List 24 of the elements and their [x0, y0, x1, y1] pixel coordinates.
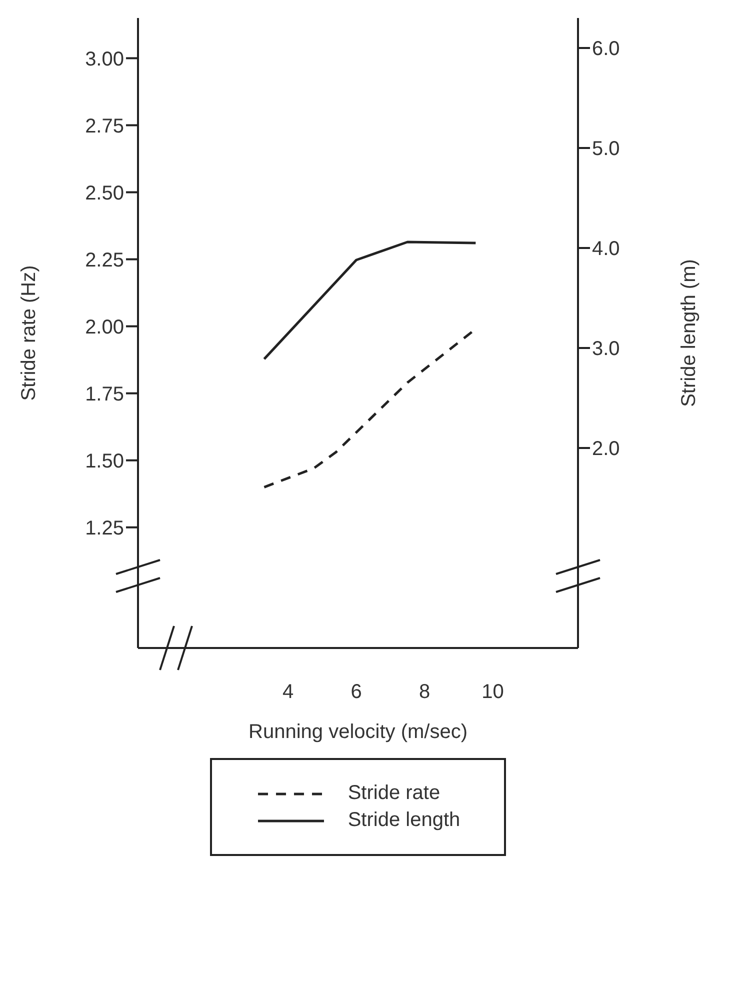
legend-label: Stride rate	[348, 782, 440, 805]
y-tick-label: 3.00	[85, 48, 124, 70]
y-tick-label: 1.75	[85, 383, 124, 406]
line-series	[262, 330, 474, 488]
y2-tick-label: 3.0	[592, 338, 620, 360]
y2-axis-title: Stride length (m)	[678, 259, 700, 407]
y-tick-label: 2.75	[85, 115, 124, 138]
y-tick-label: 2.00	[85, 316, 124, 338]
y2-tick-label: 6.0	[592, 38, 620, 60]
y-tick-label: 1.25	[85, 517, 124, 540]
x-tick-label: 4	[282, 681, 294, 704]
y2-tick-label: 4.0	[592, 238, 620, 260]
line-series	[262, 240, 477, 360]
y-tick-label: 2.25	[85, 249, 124, 272]
y-tick-label: 2.50	[85, 182, 124, 204]
y-tick-label: 1.50	[85, 450, 124, 472]
x-axis-title: Running velocity (m/sec)	[248, 721, 468, 743]
y2-tick-label: 5.0	[592, 138, 620, 160]
x-tick-label: 10	[482, 681, 504, 704]
y-axis-title: Stride rate (Hz)	[18, 265, 40, 401]
y2-tick-label: 2.0	[592, 438, 620, 460]
x-tick-label: 8	[418, 681, 430, 704]
legend-label: Stride length	[348, 809, 460, 832]
x-tick-label: 6	[350, 681, 362, 704]
